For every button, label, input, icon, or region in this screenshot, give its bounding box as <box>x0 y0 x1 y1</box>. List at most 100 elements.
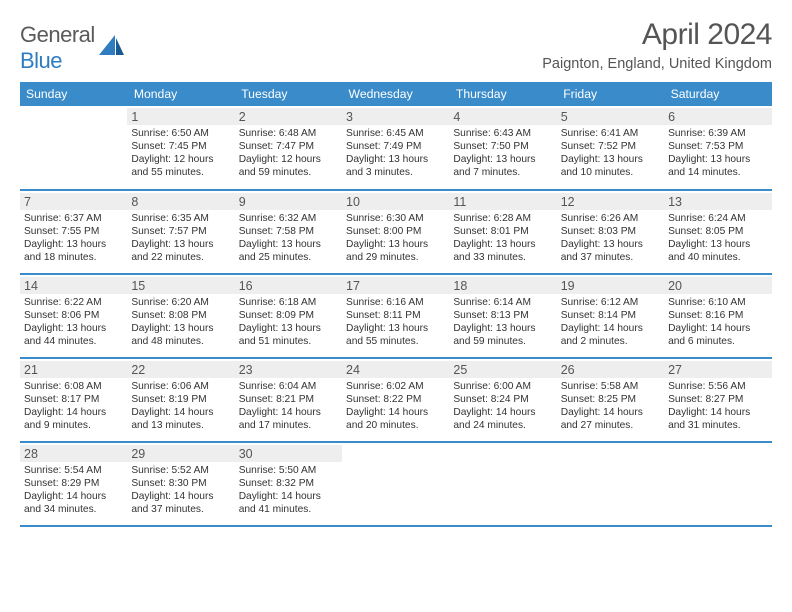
day-number: 3 <box>342 108 449 125</box>
calendar-cell: 3 Sunrise: 6:45 AMSunset: 7:49 PMDaylight… <box>342 106 449 190</box>
calendar-cell: 23 Sunrise: 6:04 AMSunset: 8:21 PMDayligh… <box>235 358 342 442</box>
day-number: 8 <box>127 193 234 210</box>
day-info: Sunrise: 6:35 AMSunset: 7:57 PMDaylight:… <box>131 212 230 264</box>
day-header: Thursday <box>449 82 556 106</box>
day-info: Sunrise: 6:43 AMSunset: 7:50 PMDaylight:… <box>453 127 552 179</box>
logo-part2: Blue <box>20 48 62 73</box>
day-info: Sunrise: 6:04 AMSunset: 8:21 PMDaylight:… <box>239 380 338 432</box>
day-info: Sunrise: 6:41 AMSunset: 7:52 PMDaylight:… <box>561 127 660 179</box>
day-info: Sunrise: 6:48 AMSunset: 7:47 PMDaylight:… <box>239 127 338 179</box>
calendar-cell: 15Sunrise: 6:20 AMSunset: 8:08 PMDayligh… <box>127 274 234 358</box>
day-number: 1 <box>127 108 234 125</box>
calendar-cell: 13 Sunrise: 6:24 AMSunset: 8:05 PMDayligh… <box>664 190 771 274</box>
day-number: 23 <box>235 361 342 378</box>
calendar-week: 28Sunrise: 5:54 AMSunset: 8:29 PMDayligh… <box>20 442 772 526</box>
day-number: 17 <box>342 277 449 294</box>
day-info: Sunrise: 6:32 AMSunset: 7:58 PMDaylight:… <box>239 212 338 264</box>
calendar-cell: 16 Sunrise: 6:18 AMSunset: 8:09 PMDayligh… <box>235 274 342 358</box>
day-header: Wednesday <box>342 82 449 106</box>
day-info: Sunrise: 6:08 AMSunset: 8:17 PMDaylight:… <box>24 380 123 432</box>
calendar-cell: 20 Sunrise: 6:10 AMSunset: 8:16 PMDayligh… <box>664 274 771 358</box>
day-info: Sunrise: 6:39 AMSunset: 7:53 PMDaylight:… <box>668 127 767 179</box>
day-info: Sunrise: 6:18 AMSunset: 8:09 PMDaylight:… <box>239 296 338 348</box>
day-number: 7 <box>20 193 127 210</box>
day-number: 9 <box>235 193 342 210</box>
day-info: Sunrise: 5:52 AMSunset: 8:30 PMDaylight:… <box>131 464 230 516</box>
day-number: 21 <box>20 361 127 378</box>
day-number: 20 <box>664 277 771 294</box>
day-info: Sunrise: 6:45 AMSunset: 7:49 PMDaylight:… <box>346 127 445 179</box>
calendar-week: 1 Sunrise: 6:50 AMSunset: 7:45 PMDaylight… <box>20 106 772 190</box>
calendar-cell: 17 Sunrise: 6:16 AMSunset: 8:11 PMDayligh… <box>342 274 449 358</box>
day-number: 29 <box>127 445 234 462</box>
header: General Blue April 2024 Paignton, Englan… <box>20 18 772 74</box>
calendar-cell: 19 Sunrise: 6:12 AMSunset: 8:14 PMDayligh… <box>557 274 664 358</box>
day-info: Sunrise: 6:26 AMSunset: 8:03 PMDaylight:… <box>561 212 660 264</box>
calendar-cell: 12 Sunrise: 6:26 AMSunset: 8:03 PMDayligh… <box>557 190 664 274</box>
day-info: Sunrise: 5:58 AMSunset: 8:25 PMDaylight:… <box>561 380 660 432</box>
day-number: 19 <box>557 277 664 294</box>
calendar-cell <box>449 442 556 526</box>
day-header: Monday <box>127 82 234 106</box>
day-info: Sunrise: 5:50 AMSunset: 8:32 PMDaylight:… <box>239 464 338 516</box>
calendar-week: 7 Sunrise: 6:37 AMSunset: 7:55 PMDaylight… <box>20 190 772 274</box>
calendar-body: 1 Sunrise: 6:50 AMSunset: 7:45 PMDaylight… <box>20 106 772 526</box>
day-number: 2 <box>235 108 342 125</box>
day-info: Sunrise: 6:37 AMSunset: 7:55 PMDaylight:… <box>24 212 123 264</box>
day-number: 30 <box>235 445 342 462</box>
calendar-cell <box>664 442 771 526</box>
day-number: 4 <box>449 108 556 125</box>
day-number: 5 <box>557 108 664 125</box>
day-info: Sunrise: 6:22 AMSunset: 8:06 PMDaylight:… <box>24 296 123 348</box>
day-number: 18 <box>449 277 556 294</box>
calendar-cell: 6 Sunrise: 6:39 AMSunset: 7:53 PMDaylight… <box>664 106 771 190</box>
day-info: Sunrise: 6:14 AMSunset: 8:13 PMDaylight:… <box>453 296 552 348</box>
calendar-header-row: SundayMondayTuesdayWednesdayThursdayFrid… <box>20 82 772 106</box>
calendar-cell: 4 Sunrise: 6:43 AMSunset: 7:50 PMDaylight… <box>449 106 556 190</box>
day-number: 16 <box>235 277 342 294</box>
day-info: Sunrise: 6:12 AMSunset: 8:14 PMDaylight:… <box>561 296 660 348</box>
day-info: Sunrise: 6:50 AMSunset: 7:45 PMDaylight:… <box>131 127 230 179</box>
logo-text: General Blue <box>20 22 95 74</box>
calendar-cell: 30 Sunrise: 5:50 AMSunset: 8:32 PMDayligh… <box>235 442 342 526</box>
calendar-cell: 5 Sunrise: 6:41 AMSunset: 7:52 PMDaylight… <box>557 106 664 190</box>
calendar-cell: 8 Sunrise: 6:35 AMSunset: 7:57 PMDaylight… <box>127 190 234 274</box>
calendar-cell: 11 Sunrise: 6:28 AMSunset: 8:01 PMDayligh… <box>449 190 556 274</box>
day-info: Sunrise: 6:24 AMSunset: 8:05 PMDaylight:… <box>668 212 767 264</box>
sail-icon <box>99 35 125 62</box>
day-info: Sunrise: 6:28 AMSunset: 8:01 PMDaylight:… <box>453 212 552 264</box>
day-number: 28 <box>20 445 127 462</box>
calendar-cell <box>342 442 449 526</box>
day-number: 24 <box>342 361 449 378</box>
calendar-cell: 2 Sunrise: 6:48 AMSunset: 7:47 PMDaylight… <box>235 106 342 190</box>
day-header: Sunday <box>20 82 127 106</box>
day-number: 13 <box>664 193 771 210</box>
day-number: 12 <box>557 193 664 210</box>
day-header: Tuesday <box>235 82 342 106</box>
calendar-cell: 9 Sunrise: 6:32 AMSunset: 7:58 PMDaylight… <box>235 190 342 274</box>
calendar-cell: 21 Sunrise: 6:08 AMSunset: 8:17 PMDayligh… <box>20 358 127 442</box>
calendar-cell: 22Sunrise: 6:06 AMSunset: 8:19 PMDayligh… <box>127 358 234 442</box>
day-number: 6 <box>664 108 771 125</box>
day-number: 26 <box>557 361 664 378</box>
calendar-cell <box>557 442 664 526</box>
page-subtitle: Paignton, England, United Kingdom <box>542 56 772 72</box>
day-info: Sunrise: 6:02 AMSunset: 8:22 PMDaylight:… <box>346 380 445 432</box>
calendar-cell: 7 Sunrise: 6:37 AMSunset: 7:55 PMDaylight… <box>20 190 127 274</box>
calendar-week: 14Sunrise: 6:22 AMSunset: 8:06 PMDayligh… <box>20 274 772 358</box>
day-info: Sunrise: 5:56 AMSunset: 8:27 PMDaylight:… <box>668 380 767 432</box>
calendar-cell: 24 Sunrise: 6:02 AMSunset: 8:22 PMDayligh… <box>342 358 449 442</box>
calendar-cell: 14Sunrise: 6:22 AMSunset: 8:06 PMDayligh… <box>20 274 127 358</box>
calendar-cell: 10Sunrise: 6:30 AMSunset: 8:00 PMDayligh… <box>342 190 449 274</box>
calendar-cell: 27Sunrise: 5:56 AMSunset: 8:27 PMDayligh… <box>664 358 771 442</box>
day-header: Saturday <box>664 82 771 106</box>
calendar-cell: 29 Sunrise: 5:52 AMSunset: 8:30 PMDayligh… <box>127 442 234 526</box>
day-info: Sunrise: 6:10 AMSunset: 8:16 PMDaylight:… <box>668 296 767 348</box>
calendar-cell <box>20 106 127 190</box>
calendar-cell: 28Sunrise: 5:54 AMSunset: 8:29 PMDayligh… <box>20 442 127 526</box>
day-number: 15 <box>127 277 234 294</box>
day-info: Sunrise: 6:16 AMSunset: 8:11 PMDaylight:… <box>346 296 445 348</box>
day-number: 11 <box>449 193 556 210</box>
logo-part1: General <box>20 22 95 47</box>
calendar-cell: 25Sunrise: 6:00 AMSunset: 8:24 PMDayligh… <box>449 358 556 442</box>
